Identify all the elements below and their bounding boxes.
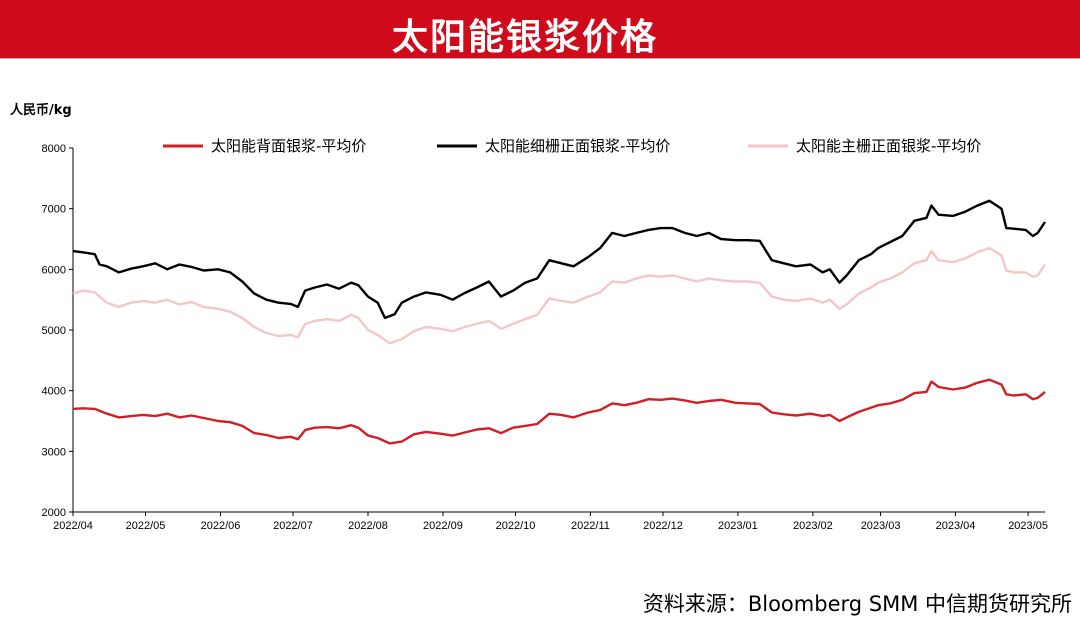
legend-label-2: 太阳能主栅正面银浆-平均价: [796, 137, 981, 155]
x-tick-label: 2023/01: [718, 520, 758, 532]
y-tick-label: 8000: [42, 143, 66, 155]
y-tick-label: 7000: [42, 204, 66, 216]
source-note: 资料来源：Bloomberg SMM 中信期货研究所: [642, 592, 1072, 616]
page-title: 太阳能银浆价格: [391, 17, 658, 58]
y-axis-unit-label: 人民币/kg: [10, 103, 72, 118]
x-tick-label: 2023/05: [1008, 520, 1048, 532]
x-tick-label: 2022/12: [643, 520, 683, 532]
legend-label-1: 太阳能细栅正面银浆-平均价: [485, 137, 670, 155]
x-tick-label: 2023/03: [861, 520, 901, 532]
x-tick-label: 2022/10: [496, 520, 536, 532]
x-tick-label: 2022/06: [201, 520, 241, 532]
y-tick-label: 6000: [42, 264, 66, 276]
x-tick-label: 2022/04: [53, 520, 93, 532]
series-line-1: [72, 199, 1046, 320]
legend-label-0: 太阳能背面银浆-平均价: [211, 137, 366, 155]
x-tick-label: 2022/09: [423, 520, 463, 532]
y-tick-label: 4000: [42, 386, 66, 398]
y-tick-label: 2000: [42, 507, 66, 519]
x-tick-label: 2023/02: [793, 520, 833, 532]
series-line-2: [72, 246, 1046, 345]
x-tick-label: 2023/04: [936, 520, 976, 532]
x-tick-label: 2022/11: [571, 520, 610, 532]
y-tick-label: 3000: [42, 446, 66, 458]
x-tick-label: 2022/08: [348, 520, 388, 532]
x-tick-label: 2022/07: [273, 520, 313, 532]
x-tick-label: 2022/05: [126, 520, 166, 532]
title-banner: 太阳能银浆价格: [0, 0, 1080, 59]
y-tick-label: 5000: [42, 325, 66, 337]
series-line-0: [72, 378, 1046, 445]
